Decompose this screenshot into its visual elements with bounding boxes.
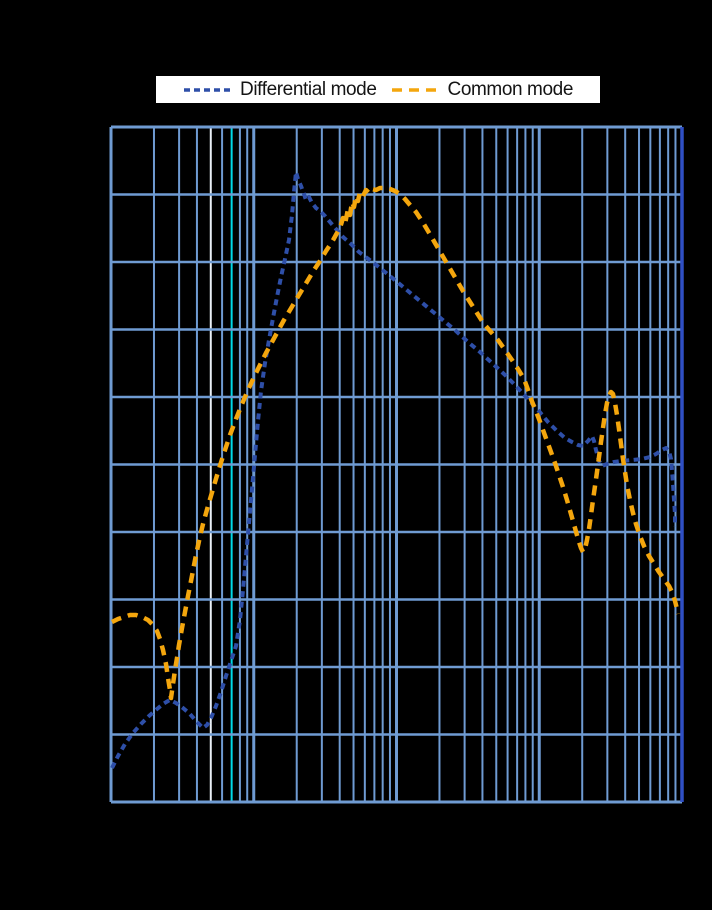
common-mode-dash-icon: [391, 87, 442, 92]
chart-legend: Differential mode Common mode: [156, 76, 600, 103]
differential-mode-dash-icon: [184, 87, 235, 92]
legend-item-common-mode: Common mode: [391, 79, 573, 101]
common-mode-curve: [110, 185, 681, 701]
legend-label-differential-mode: Differential mode: [240, 78, 377, 100]
legend-label-common-mode: Common mode: [447, 78, 574, 100]
differential-mode-curve: [110, 170, 677, 769]
legend-item-differential-mode: Differential mode: [183, 78, 377, 101]
